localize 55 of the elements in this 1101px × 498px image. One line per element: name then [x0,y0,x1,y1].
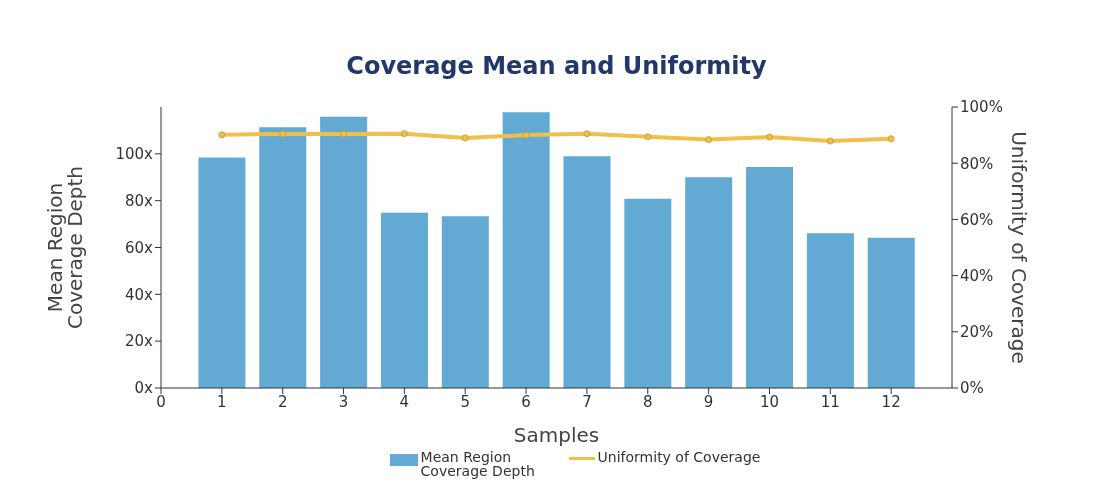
y2-axis-title: Uniformity of Coverage [1007,131,1031,364]
y-axis-title: Mean Region Coverage Depth [43,165,87,330]
point [705,136,713,144]
bar [259,127,307,388]
y2-tick-label: 20% [960,323,994,342]
point [218,131,226,139]
point [826,137,834,145]
bar [806,233,854,388]
legend-label: Uniformity of Coverage [597,449,761,465]
point [765,133,773,141]
bar [685,177,733,388]
point [583,130,591,138]
point [522,131,530,139]
point [279,130,287,138]
x-tick-label: 4 [399,392,410,411]
x-axis-title: Samples [513,423,600,447]
y2-tick-label: 80% [960,154,994,173]
bar [867,237,915,388]
x-tick-label: 8 [643,392,653,411]
point [887,135,895,143]
x-tick-label: 7 [582,392,592,411]
y-tick-label: 0x [134,379,154,398]
bar [563,156,611,388]
y2-tick-label: 60% [960,210,994,229]
point [461,134,469,142]
y2-tick-label: 0% [960,379,984,398]
x-tick-label: 5 [460,392,470,411]
x-tick-label: 9 [703,392,714,411]
x-tick-label: 3 [338,392,349,411]
y2-tick-label: 40% [960,266,994,285]
y-tick-label: 80x [125,191,154,210]
y-tick-label: 60x [125,238,154,257]
legend-label: Mean Region Coverage Depth [420,449,536,479]
point [644,133,652,141]
x-tick-label: 12 [881,392,901,411]
x-tick-label: 1 [217,392,227,411]
y-tick-label: 40x [125,285,154,304]
x-tick-label: 11 [820,392,840,411]
bar [380,212,428,388]
bar [441,216,489,388]
bar [746,166,794,388]
point [340,130,348,138]
bar [320,116,368,388]
bar [624,198,672,388]
x-tick-label: 10 [759,392,780,411]
point [400,130,408,138]
y-tick-label: 20x [125,332,154,351]
bar [502,112,550,388]
y2-tick-label: 100% [960,98,1003,117]
x-tick-label: 0 [156,392,166,411]
x-tick-label: 2 [277,392,288,411]
x-tick-label: 6 [521,392,531,411]
y-tick-label: 100x [115,145,154,164]
chart-title: Coverage Mean and Uniformity [345,52,768,80]
bar [198,157,246,388]
